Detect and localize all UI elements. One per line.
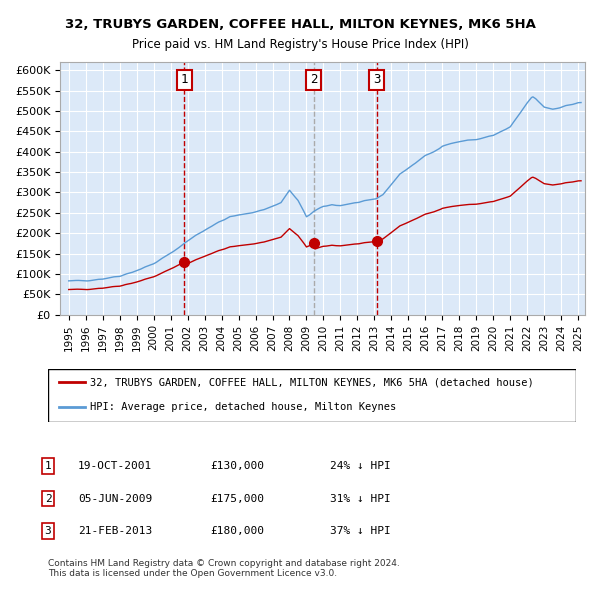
Text: 2: 2 [44,494,52,503]
Text: 32, TRUBYS GARDEN, COFFEE HALL, MILTON KEYNES, MK6 5HA: 32, TRUBYS GARDEN, COFFEE HALL, MILTON K… [65,18,535,31]
Text: 2: 2 [310,73,317,86]
Text: 3: 3 [373,73,380,86]
Text: Contains HM Land Registry data © Crown copyright and database right 2024.
This d: Contains HM Land Registry data © Crown c… [48,559,400,578]
Text: £180,000: £180,000 [210,526,264,536]
Text: 19-OCT-2001: 19-OCT-2001 [78,461,152,471]
FancyBboxPatch shape [48,369,576,422]
Text: 3: 3 [44,526,52,536]
Text: 1: 1 [181,73,188,86]
Text: HPI: Average price, detached house, Milton Keynes: HPI: Average price, detached house, Milt… [90,402,397,412]
Text: 05-JUN-2009: 05-JUN-2009 [78,494,152,503]
Text: 21-FEB-2013: 21-FEB-2013 [78,526,152,536]
Text: £130,000: £130,000 [210,461,264,471]
Text: 32, TRUBYS GARDEN, COFFEE HALL, MILTON KEYNES, MK6 5HA (detached house): 32, TRUBYS GARDEN, COFFEE HALL, MILTON K… [90,377,534,387]
Text: 31% ↓ HPI: 31% ↓ HPI [330,494,391,503]
Text: 1: 1 [44,461,52,471]
Text: Price paid vs. HM Land Registry's House Price Index (HPI): Price paid vs. HM Land Registry's House … [131,38,469,51]
Text: 24% ↓ HPI: 24% ↓ HPI [330,461,391,471]
Text: 37% ↓ HPI: 37% ↓ HPI [330,526,391,536]
Text: £175,000: £175,000 [210,494,264,503]
